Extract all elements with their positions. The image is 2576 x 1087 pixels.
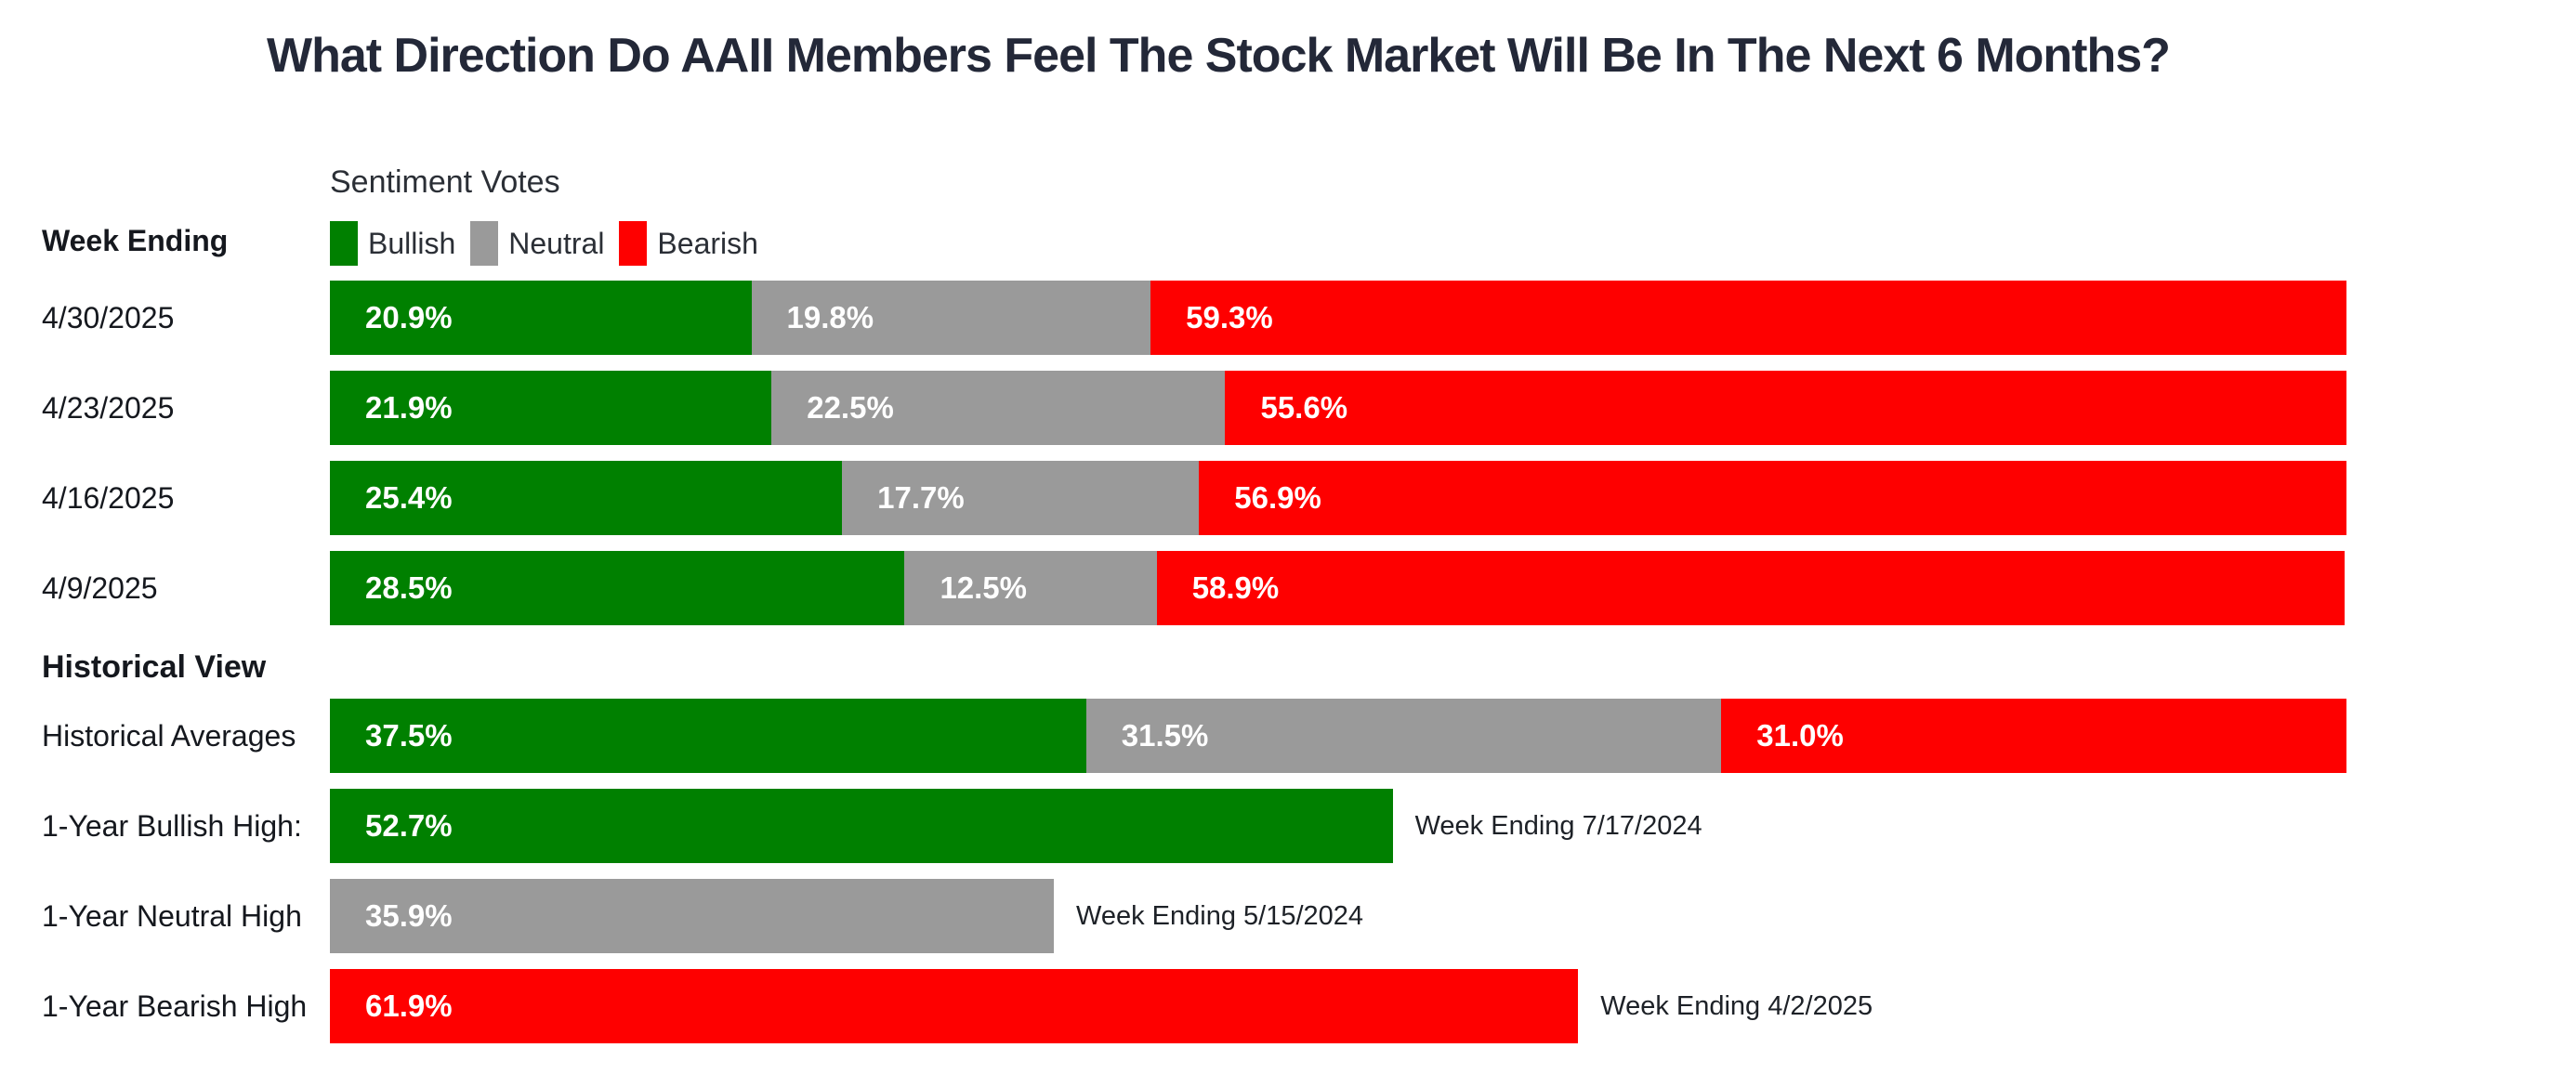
bar-annotation: Week Ending 7/17/2024	[1414, 810, 1702, 841]
bar-value-label: 25.4%	[365, 480, 453, 515]
sentiment-row-week-1: 4/30/2025 20.9% 19.8% 59.3%	[42, 281, 2576, 355]
week-ending-heading: Week Ending	[42, 224, 229, 257]
neutral-swatch-icon	[470, 221, 499, 266]
bar-segment-bearish: 59.3%	[1150, 281, 2346, 355]
bar-segment-neutral: 22.5%	[771, 371, 1226, 445]
historical-view-heading: Historical View	[42, 649, 267, 685]
page-title: What Direction Do AAII Members Feel The …	[267, 29, 2171, 83]
row-label: 1-Year Bearish High	[42, 989, 308, 1023]
bar-segment-neutral: 19.8%	[751, 281, 1151, 355]
sentiment-row-bullish-high: 1-Year Bullish High: 52.7% Week Ending 7…	[42, 789, 2576, 863]
bar-segment-bullish: 25.4%	[330, 461, 843, 535]
bar-segment-neutral: 31.5%	[1085, 699, 1722, 773]
bar-segment-bearish: 31.0%	[1721, 699, 2346, 773]
bar-annotation: Week Ending 4/2/2025	[1600, 990, 1873, 1021]
legend-label-neutral: Neutral	[508, 226, 605, 260]
bearish-swatch-icon	[619, 221, 648, 266]
bar-segment-bullish: 37.5%	[330, 699, 1086, 773]
chart-area: Week Ending Sentiment Votes Bullish Neut…	[42, 164, 2576, 1043]
bar-segment-bearish: 56.9%	[1199, 461, 2346, 535]
row-label: Historical Averages	[42, 718, 296, 753]
bar-segment-neutral: 35.9%	[330, 879, 1055, 953]
bar-value-label: 58.9%	[1191, 570, 1280, 605]
legend-row: Week Ending Sentiment Votes Bullish Neut…	[42, 164, 2576, 266]
bar-value-label: 17.7%	[877, 480, 965, 515]
bar-value-label: 31.0%	[1756, 718, 1844, 753]
sentiment-row-neutral-high: 1-Year Neutral High 35.9% Week Ending 5/…	[42, 879, 2576, 953]
bar-annotation: Week Ending 5/15/2024	[1076, 900, 1364, 931]
bar-value-label: 22.5%	[807, 390, 894, 425]
bar-value-label: 59.3%	[1186, 300, 1273, 334]
bar-value-label: 28.5%	[365, 570, 453, 605]
bar-segment-bearish: 61.9%	[330, 969, 1579, 1043]
sentiment-row-week-2: 4/23/2025 21.9% 22.5% 55.6%	[42, 371, 2576, 445]
row-label: 1-Year Bullish High:	[42, 808, 302, 843]
bar-value-label: 12.5%	[940, 570, 1028, 605]
sentiment-row-historical-averages: Historical Averages 37.5% 31.5% 31.0%	[42, 699, 2576, 773]
sentiment-row-week-4: 4/9/2025 28.5% 12.5% 58.9%	[42, 551, 2576, 625]
bar-segment-neutral: 17.7%	[842, 461, 1200, 535]
bar-value-label: 31.5%	[1121, 718, 1209, 753]
bar-segment-bullish: 21.9%	[330, 371, 772, 445]
bar-value-label: 61.9%	[365, 989, 453, 1023]
bar-segment-bullish: 52.7%	[330, 789, 1393, 863]
bar-value-label: 37.5%	[365, 718, 453, 753]
sentiment-row-week-3: 4/16/2025 25.4% 17.7% 56.9%	[42, 461, 2576, 535]
bar-value-label: 56.9%	[1234, 480, 1321, 515]
bar-value-label: 20.9%	[365, 300, 453, 334]
bar-value-label: 52.7%	[365, 808, 453, 843]
bullish-swatch-icon	[330, 221, 358, 266]
bar-segment-bearish: 55.6%	[1225, 371, 2346, 445]
legend-item-bearish: Bearish	[619, 221, 758, 266]
legend-label-bearish: Bearish	[657, 226, 758, 260]
legend: Sentiment Votes Bullish Neutral Beari	[330, 164, 773, 266]
legend-item-neutral: Neutral	[470, 221, 604, 266]
legend-label-bullish: Bullish	[368, 226, 456, 260]
bar-value-label: 55.6%	[1260, 390, 1348, 425]
row-label-date: 4/23/2025	[42, 390, 175, 425]
sentiment-row-bearish-high: 1-Year Bearish High 61.9% Week Ending 4/…	[42, 969, 2576, 1043]
bar-segment-neutral: 12.5%	[904, 551, 1157, 625]
bar-value-label: 35.9%	[365, 898, 453, 933]
row-label-date: 4/16/2025	[42, 480, 175, 515]
bar-value-label: 21.9%	[365, 390, 453, 425]
row-label: 1-Year Neutral High	[42, 898, 302, 933]
bar-value-label: 19.8%	[786, 300, 874, 334]
row-label-date: 4/30/2025	[42, 300, 175, 334]
bar-segment-bearish: 58.9%	[1156, 551, 2345, 625]
row-label-date: 4/9/2025	[42, 570, 158, 605]
legend-item-bullish: Bullish	[330, 221, 455, 266]
bar-segment-bullish: 20.9%	[330, 281, 752, 355]
bar-segment-bullish: 28.5%	[330, 551, 905, 625]
legend-title: Sentiment Votes	[330, 164, 560, 200]
